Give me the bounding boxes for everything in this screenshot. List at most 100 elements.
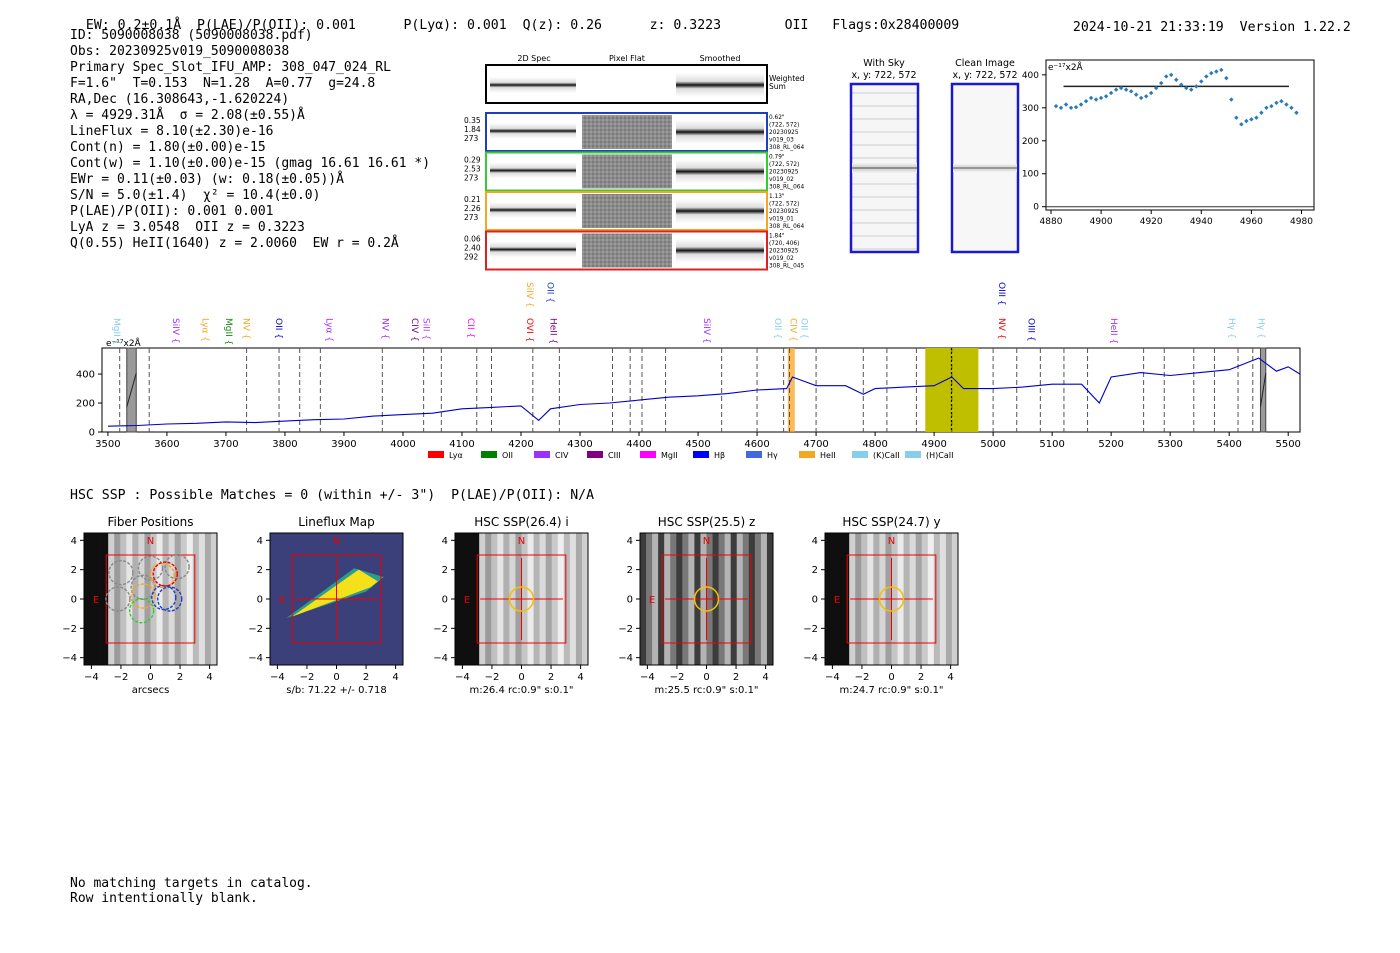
zoom-point xyxy=(1159,80,1164,86)
hsc-image-column xyxy=(455,533,462,665)
hsc-ytick-label: 0 xyxy=(812,595,818,606)
target-circle xyxy=(878,586,905,612)
spectrum-xtick-label: 5500 xyxy=(1275,439,1300,450)
cutout-row-stat: 2.53 xyxy=(464,165,481,174)
zoom-point xyxy=(1083,99,1089,104)
legend-label: Lyα xyxy=(449,451,463,460)
cutout-2d xyxy=(490,202,577,218)
info-line: LineFlux = 8.10(±2.30)e-16 xyxy=(70,124,274,139)
spectrum-xtick-label: 4400 xyxy=(626,439,651,450)
hsc-panel-caption: s/b: 71.22 +/- 0.718 xyxy=(286,685,386,696)
cutout-row-meta: 308_RL_064 xyxy=(769,185,804,191)
cutout-row-meta: 20230925 xyxy=(769,130,799,136)
hsc-image-column xyxy=(575,533,583,665)
hsc-xtick-label: 4 xyxy=(762,672,768,683)
spectrum-xtick-label: 5200 xyxy=(1098,439,1123,450)
fiber-circle xyxy=(105,586,131,612)
hsc-image-column xyxy=(658,533,665,665)
line-id-text: CII { xyxy=(465,318,475,338)
cutout-row-meta: v019_03 xyxy=(769,138,794,144)
hsc-image-column xyxy=(837,533,844,665)
hsc-image-column xyxy=(754,533,762,665)
hsc-image-column xyxy=(939,533,947,665)
fiber-circle xyxy=(108,559,134,586)
info-line: ID: 5090008038 (5090008038.pdf) xyxy=(70,28,313,43)
east-label: E xyxy=(93,595,99,606)
line-id-text: Hγ { xyxy=(1226,318,1236,339)
summary-line: EW: 0.2±0.1Å P(LAE)/P(OII): 0.001 P(Lyα)… xyxy=(70,3,959,33)
hsc-xtick-label: 2 xyxy=(177,672,183,683)
zoom-point xyxy=(1294,110,1299,115)
line-id-text: SiIV { xyxy=(701,318,711,344)
cutout-panel: 2D Spec Pixel Flat Smoothed Weighted Sum… xyxy=(445,34,805,271)
zoom-ytick-label: 300 xyxy=(1022,104,1039,114)
hsc-image-column xyxy=(825,533,832,665)
line-id-label: OII { xyxy=(545,282,555,303)
info-line: P(LAE)/P(OII): 0.001 0.001 xyxy=(70,204,274,219)
line-id-label: NV { xyxy=(379,318,389,339)
line-id-text: CIV { xyxy=(788,318,798,342)
hsc-xtick-label: −4 xyxy=(825,672,840,683)
line-id-text: OVI { xyxy=(524,318,534,342)
spectrum-xtick-label: 4500 xyxy=(685,439,710,450)
zoom-point xyxy=(1108,90,1114,96)
cutout-row-meta: v019_01 xyxy=(769,217,794,223)
legend-label: Hβ xyxy=(714,451,725,460)
cutout-row-stat: 2.26 xyxy=(464,204,481,213)
zoom-xtick-label: 4960 xyxy=(1240,217,1263,227)
line-id-label: HeII { xyxy=(548,318,558,344)
spectrum-xtick-label: 4000 xyxy=(390,439,415,450)
info-line: RA,Dec (16.308643,-1.620224) xyxy=(70,92,290,107)
line-id-text: SiII { xyxy=(421,318,431,340)
line-id-text: OII { xyxy=(772,318,782,339)
zoom-point xyxy=(1189,87,1194,92)
hsc-image-column xyxy=(168,533,176,665)
hsc-ytick-label: 4 xyxy=(627,536,633,547)
clean-title: Clean Image xyxy=(955,58,1015,69)
north-label: N xyxy=(888,536,895,547)
hsc-image-column xyxy=(640,533,647,665)
fiber-circle xyxy=(152,561,178,587)
legend-swatch xyxy=(746,451,762,458)
cutout-row-meta: (722, 572) xyxy=(769,202,799,208)
info-line: F=1.6" T=0.153 N=1.28 A=0.77 g=24.8 xyxy=(70,76,376,91)
zoom-point xyxy=(1123,87,1129,92)
cutout-row-stat: 1.84 xyxy=(464,125,481,134)
hsc-xtick-label: 2 xyxy=(918,672,924,683)
col-label-flat: Pixel Flat xyxy=(609,54,645,63)
zoom-ytick-label: 400 xyxy=(1022,71,1039,81)
zoom-xtick-label: 4920 xyxy=(1140,217,1163,227)
line-id-text: MgII { xyxy=(223,318,233,345)
hsc-xtick-label: 4 xyxy=(392,672,398,683)
line-id-text: SiIV { xyxy=(524,282,534,308)
line-id-label: SiIV { xyxy=(524,282,534,308)
zoom-point xyxy=(1249,117,1254,122)
line-id-label: OVI { xyxy=(524,318,534,342)
hsc-image-column xyxy=(760,533,768,665)
legend-label: CIV xyxy=(555,451,569,460)
line-id-text: OII { xyxy=(798,318,808,339)
hsc-image-column xyxy=(766,533,774,665)
footer-note-2: Row intentionally blank. xyxy=(70,891,258,906)
hsc-image-column xyxy=(156,533,164,665)
north-label: N xyxy=(703,536,710,547)
zoom-point xyxy=(1244,118,1249,124)
legend-swatch xyxy=(905,451,921,458)
hsc-image-column xyxy=(210,533,218,665)
hsc-ytick-label: −4 xyxy=(803,653,818,664)
line-id-label: Lyα { xyxy=(323,318,333,342)
clean-coords: x, y: 722, 572 xyxy=(953,70,1018,81)
hsc-image-column xyxy=(108,533,115,665)
hsc-xtick-label: 2 xyxy=(733,672,739,683)
zoom-point xyxy=(1073,104,1079,110)
hsc-xtick-label: 4 xyxy=(577,672,583,683)
hsc-xtick-label: 2 xyxy=(363,672,369,683)
line-id-label: Hγ { xyxy=(1226,318,1236,339)
cutout-flat xyxy=(582,154,673,189)
spectrum-frame xyxy=(101,347,1301,433)
hsc-ytick-label: −2 xyxy=(433,624,448,635)
zoom-point xyxy=(1204,74,1209,79)
line-id-label: OII { xyxy=(798,318,808,339)
hsc-ytick-label: −4 xyxy=(248,653,263,664)
summary-text: EW: 0.2±0.1Å P(LAE)/P(OII): 0.001 P(Lyα)… xyxy=(85,18,960,33)
